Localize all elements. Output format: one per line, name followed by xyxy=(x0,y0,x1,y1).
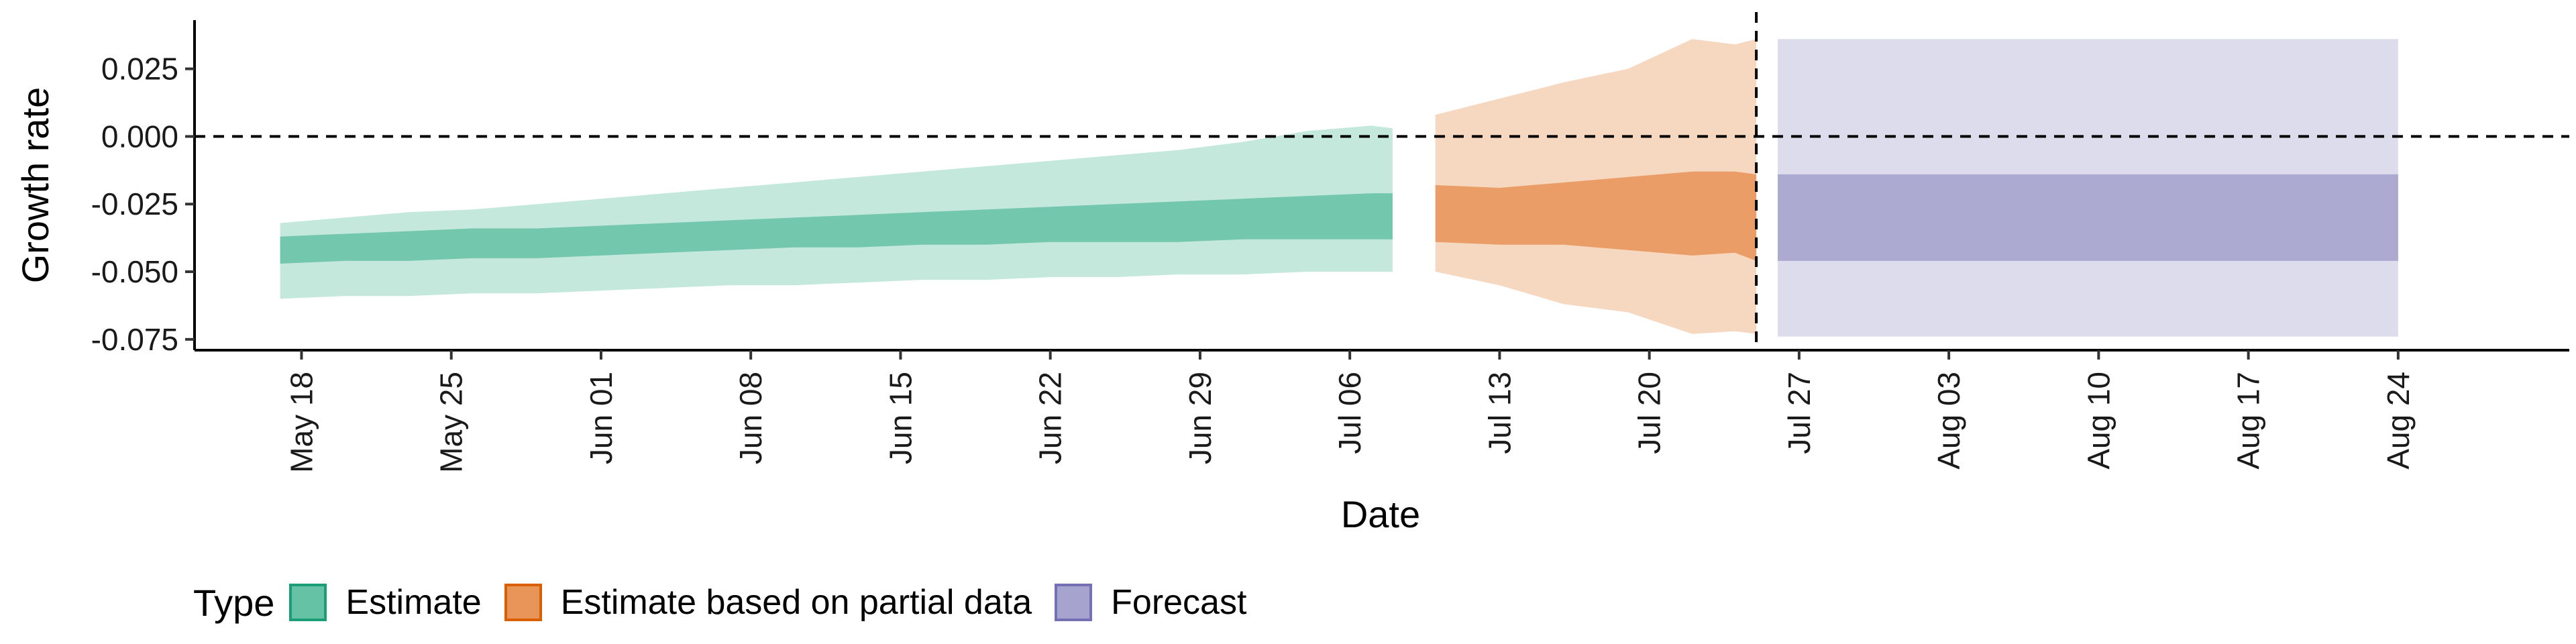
x-tick-label: Jul 27 xyxy=(1782,372,1817,454)
x-tick-label: Jun 08 xyxy=(733,372,768,464)
y-tick-label: 0.000 xyxy=(101,119,178,154)
legend-key-forecast xyxy=(1055,584,1093,621)
x-tick-label: Aug 24 xyxy=(2381,372,2416,470)
x-tick-label: May 18 xyxy=(284,372,319,473)
legend-item-partial: Estimate based on partial data xyxy=(504,582,1032,623)
legend-key-estimate xyxy=(289,584,327,621)
x-tick-label: Jul 06 xyxy=(1332,372,1367,454)
axes xyxy=(193,20,2569,352)
x-tick-label: Jul 20 xyxy=(1632,372,1667,454)
x-tick-label: Aug 10 xyxy=(2081,372,2116,470)
x-tick-label: Jul 13 xyxy=(1482,372,1517,454)
legend-label-forecast: Forecast xyxy=(1111,583,1247,622)
forecast-50-band xyxy=(1778,174,2398,261)
x-tick-label: Jun 29 xyxy=(1183,372,1218,464)
y-tick-label: -0.050 xyxy=(91,254,178,289)
x-tick-label: May 25 xyxy=(434,372,469,473)
y-axis-ticks: 0.025 0.000 -0.025 -0.050 -0.075 xyxy=(91,52,195,357)
x-tick-label: Aug 03 xyxy=(1931,372,1966,470)
x-tick-label: Aug 17 xyxy=(2231,372,2266,470)
y-tick-label: 0.025 xyxy=(101,52,178,87)
estimate-based-on-partial-data-50-band xyxy=(1435,171,1757,261)
legend: Type Estimate Estimate based on partial … xyxy=(193,569,1269,636)
legend-label-partial: Estimate based on partial data xyxy=(560,583,1032,622)
estimate-50-band xyxy=(280,193,1393,264)
y-tick-label: -0.025 xyxy=(91,186,178,221)
x-axis-ticks: May 18 May 25 Jun 01 Jun 08 Jun 15 Jun 22 Jun … xyxy=(284,350,2416,473)
x-tick-label: Jun 01 xyxy=(584,372,619,464)
y-tick-label: -0.075 xyxy=(91,322,178,357)
x-tick-label: Jun 22 xyxy=(1033,372,1068,464)
reference-lines xyxy=(195,12,2569,350)
legend-item-estimate: Estimate xyxy=(289,582,482,623)
legend-title: Type xyxy=(193,581,275,624)
x-axis-title: Date xyxy=(1341,493,1420,535)
legend-item-forecast: Forecast xyxy=(1055,582,1246,623)
legend-label-estimate: Estimate xyxy=(345,583,482,622)
legend-key-partial xyxy=(504,584,542,621)
x-tick-label: Jun 15 xyxy=(883,372,918,464)
confidence-bands xyxy=(280,39,2398,337)
y-axis-title: Growth rate xyxy=(14,87,56,284)
